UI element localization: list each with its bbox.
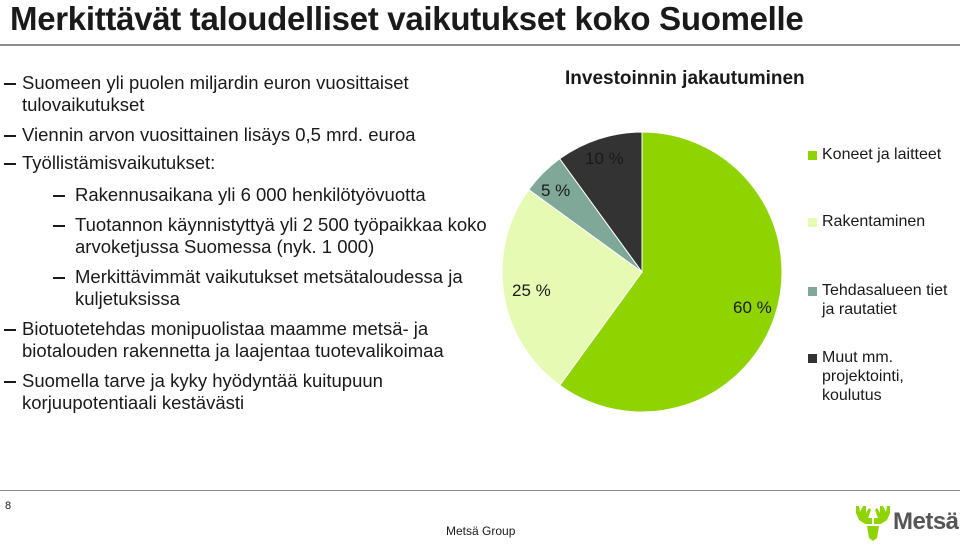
pie-slice-label: 10 % [585, 149, 624, 168]
metsa-logo: Metsä [853, 500, 959, 542]
footer-company-name: Metsä Group [446, 524, 516, 538]
legend-label: Rakentaminen [822, 213, 926, 230]
pie-slices [501, 131, 783, 413]
sub-bullet-item: Merkittävimmät vaikutukset metsätaloudes… [53, 266, 495, 310]
legend-swatch [808, 151, 817, 160]
moose-antler-icon [856, 506, 890, 541]
pie-slice-label: 25 % [512, 281, 551, 300]
legend-label: Muut mm. projektointi, koulutus [822, 349, 904, 404]
legend-label: Koneet ja laitteet [822, 146, 942, 163]
pie-labels: 60 % 25 % 5 % 10 % [512, 149, 772, 317]
legend-swatch [808, 354, 817, 363]
logo-wordmark: Metsä [893, 508, 959, 535]
sub-bullet-item: Rakennusaikana yli 6 000 henkilötyövuott… [53, 184, 495, 206]
legend-swatch [808, 287, 817, 296]
footer-divider [0, 490, 960, 491]
sub-bullet-item: Tuotannon käynnistyttyä yli 2 500 työpai… [53, 214, 495, 258]
slide-title: Merkittävät taloudelliset vaikutukset ko… [10, 0, 804, 37]
pie-slice [501, 189, 643, 386]
pie-slice-label: 60 % [733, 298, 772, 317]
bullet-item: Suomeen yli puolen miljardin euron vuosi… [4, 72, 492, 116]
pie-slice [559, 131, 783, 413]
bullet-item: Biotuotetehdas monipuolistaa maamme mets… [4, 318, 492, 362]
bullet-item: Suomella tarve ja kyky hyödyntää kuitupu… [4, 370, 492, 414]
pie-slice [559, 131, 643, 274]
page-number: 8 [5, 500, 12, 512]
pie-slice-label: 5 % [541, 181, 570, 200]
legend-swatch [808, 218, 817, 227]
bullet-item: Viennin arvon vuosittainen lisäys 0,5 mr… [4, 124, 492, 146]
chart-title: Investoinnin jakautuminen [565, 68, 805, 89]
title-divider [0, 44, 960, 46]
legend-label: Tehdasalueen tiet ja rautatiet [822, 282, 948, 318]
bullet-item: Työllistämisvaikutukset: [4, 152, 492, 174]
